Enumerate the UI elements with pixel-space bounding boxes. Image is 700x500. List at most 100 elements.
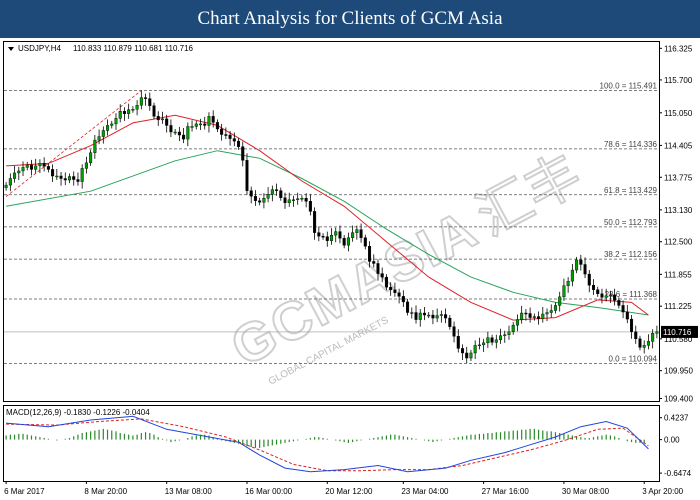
candle bbox=[262, 193, 266, 209]
candle bbox=[51, 164, 55, 183]
candle bbox=[291, 195, 295, 207]
candle bbox=[38, 159, 42, 173]
fib-label: 0.0 = 110.094 bbox=[608, 354, 657, 363]
candle bbox=[321, 233, 325, 240]
candle bbox=[198, 118, 203, 130]
candle bbox=[549, 304, 553, 318]
candle bbox=[156, 111, 160, 126]
time-tick-label: 27 Mar 16:00 bbox=[482, 487, 530, 496]
candle bbox=[215, 119, 219, 133]
fib-label: 78.6 = 114.336 bbox=[604, 140, 658, 149]
candle bbox=[275, 183, 279, 196]
chart-header: USDJPY,H4 110.833 110.879 110.681 110.71… bbox=[8, 44, 194, 53]
candle bbox=[359, 223, 363, 243]
candle bbox=[249, 186, 253, 204]
candle bbox=[279, 187, 283, 201]
candle bbox=[287, 192, 291, 207]
time-tick-label: 8 Mar 20:00 bbox=[84, 487, 127, 496]
candle bbox=[511, 322, 515, 335]
candle bbox=[638, 335, 642, 351]
candle bbox=[186, 122, 190, 147]
candle bbox=[190, 120, 194, 132]
candle bbox=[135, 100, 139, 116]
candle bbox=[630, 315, 634, 339]
time-tick-label: 30 Mar 08:00 bbox=[562, 487, 610, 496]
candle bbox=[338, 225, 342, 244]
candle bbox=[435, 308, 439, 323]
candle bbox=[160, 111, 164, 124]
candle bbox=[494, 334, 498, 349]
candle bbox=[473, 340, 477, 360]
candle bbox=[570, 263, 574, 287]
candle bbox=[283, 192, 287, 209]
candle bbox=[655, 325, 659, 339]
candle bbox=[237, 138, 241, 150]
candle bbox=[97, 129, 101, 145]
candle bbox=[241, 141, 245, 167]
candle bbox=[422, 306, 426, 321]
price-tick-label: 110.580 bbox=[664, 335, 693, 344]
time-axis: 6 Mar 2017 8 Mar 20:00 13 Mar 08:00 16 Mar … bbox=[4, 481, 684, 496]
candle bbox=[625, 304, 629, 324]
candle bbox=[596, 286, 600, 297]
collapse-triangle-icon[interactable] bbox=[8, 47, 14, 51]
price-tick-label: 109.950 bbox=[664, 367, 693, 376]
candle bbox=[401, 290, 405, 307]
candle bbox=[486, 331, 490, 348]
candle bbox=[587, 270, 591, 293]
candle bbox=[93, 135, 97, 159]
candle bbox=[63, 172, 67, 186]
fib-label: 50.0 = 112.793 bbox=[604, 218, 658, 227]
candle bbox=[482, 338, 486, 352]
candle bbox=[575, 256, 579, 274]
ma-fast-line bbox=[6, 114, 649, 321]
candle bbox=[541, 306, 545, 323]
candle bbox=[351, 225, 355, 242]
candle bbox=[490, 334, 494, 346]
candle bbox=[553, 302, 557, 314]
candle bbox=[304, 193, 308, 208]
candle bbox=[106, 119, 110, 136]
macd-main-line bbox=[6, 415, 649, 473]
candle bbox=[110, 120, 114, 129]
candle bbox=[313, 207, 317, 240]
price-axis: 116.325 115.700 115.050 114.405 113.775 113.1… bbox=[659, 44, 693, 403]
candle bbox=[452, 321, 456, 343]
candle bbox=[144, 93, 148, 106]
candle bbox=[114, 113, 118, 130]
candle bbox=[537, 311, 541, 325]
candle bbox=[520, 305, 524, 324]
candle bbox=[634, 325, 638, 344]
candle bbox=[55, 168, 59, 181]
candle bbox=[617, 297, 621, 309]
candle bbox=[127, 103, 131, 119]
candle bbox=[355, 225, 359, 240]
candle bbox=[317, 226, 321, 242]
macd-tick-label: 0.00 bbox=[664, 436, 680, 445]
fib-label: 23.6 = 111.368 bbox=[605, 290, 658, 299]
candle bbox=[334, 227, 338, 243]
candle bbox=[363, 234, 367, 250]
candle bbox=[591, 279, 596, 295]
candle bbox=[72, 171, 76, 186]
candle bbox=[101, 126, 105, 144]
price-tick-label: 109.400 bbox=[664, 394, 693, 403]
candle bbox=[325, 231, 329, 247]
watermark-chinese: 汇丰 bbox=[467, 144, 591, 248]
candle bbox=[173, 128, 177, 136]
candle bbox=[477, 337, 481, 350]
candle bbox=[148, 92, 152, 111]
fib-label: 100.0 = 115.491 bbox=[600, 81, 658, 90]
candle bbox=[266, 187, 270, 203]
fib-levels: 100.0 = 115.491 78.6 = 114.336 61.8 = 113.… bbox=[4, 81, 659, 364]
candle bbox=[406, 298, 410, 316]
candle bbox=[245, 153, 249, 195]
current-price-label: 110.716 bbox=[663, 328, 692, 337]
candle bbox=[439, 310, 443, 323]
candle bbox=[203, 116, 207, 130]
price-tick-label: 111.855 bbox=[664, 270, 692, 279]
candle bbox=[270, 185, 274, 202]
price-tick-label: 115.700 bbox=[664, 76, 693, 85]
macd-panel-frame bbox=[3, 405, 660, 482]
candle bbox=[613, 288, 617, 306]
